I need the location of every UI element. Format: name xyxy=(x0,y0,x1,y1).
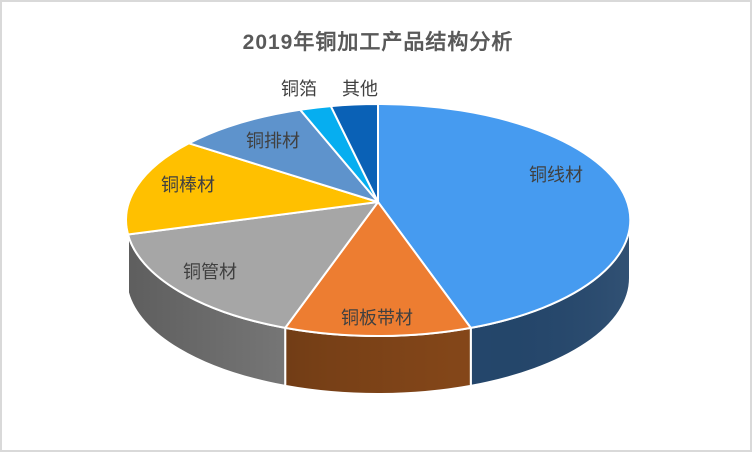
pie-slice[interactable] xyxy=(329,103,379,203)
slice-label: 铜棒材 xyxy=(161,175,215,195)
pie-slice[interactable] xyxy=(188,108,379,203)
slice-label: 铜线材 xyxy=(529,165,583,185)
pie-slice[interactable] xyxy=(377,103,632,329)
pie-slice[interactable] xyxy=(127,201,379,329)
slice-label: 铜管材 xyxy=(183,262,237,282)
slice-label: 铜板带材 xyxy=(341,308,413,328)
slice-label: 铜箔 xyxy=(281,79,317,99)
pie-slice[interactable] xyxy=(284,201,472,338)
pie-slice[interactable] xyxy=(125,142,379,236)
slice-label: 铜排材 xyxy=(246,131,300,151)
pie-walls-layer xyxy=(127,219,631,396)
chart-title: 2019年铜加工产品结构分析 xyxy=(242,31,514,54)
pie-tops-layer xyxy=(125,103,632,338)
pie-slice-wall-shade xyxy=(284,326,472,396)
slice-label: 其他 xyxy=(342,79,378,99)
